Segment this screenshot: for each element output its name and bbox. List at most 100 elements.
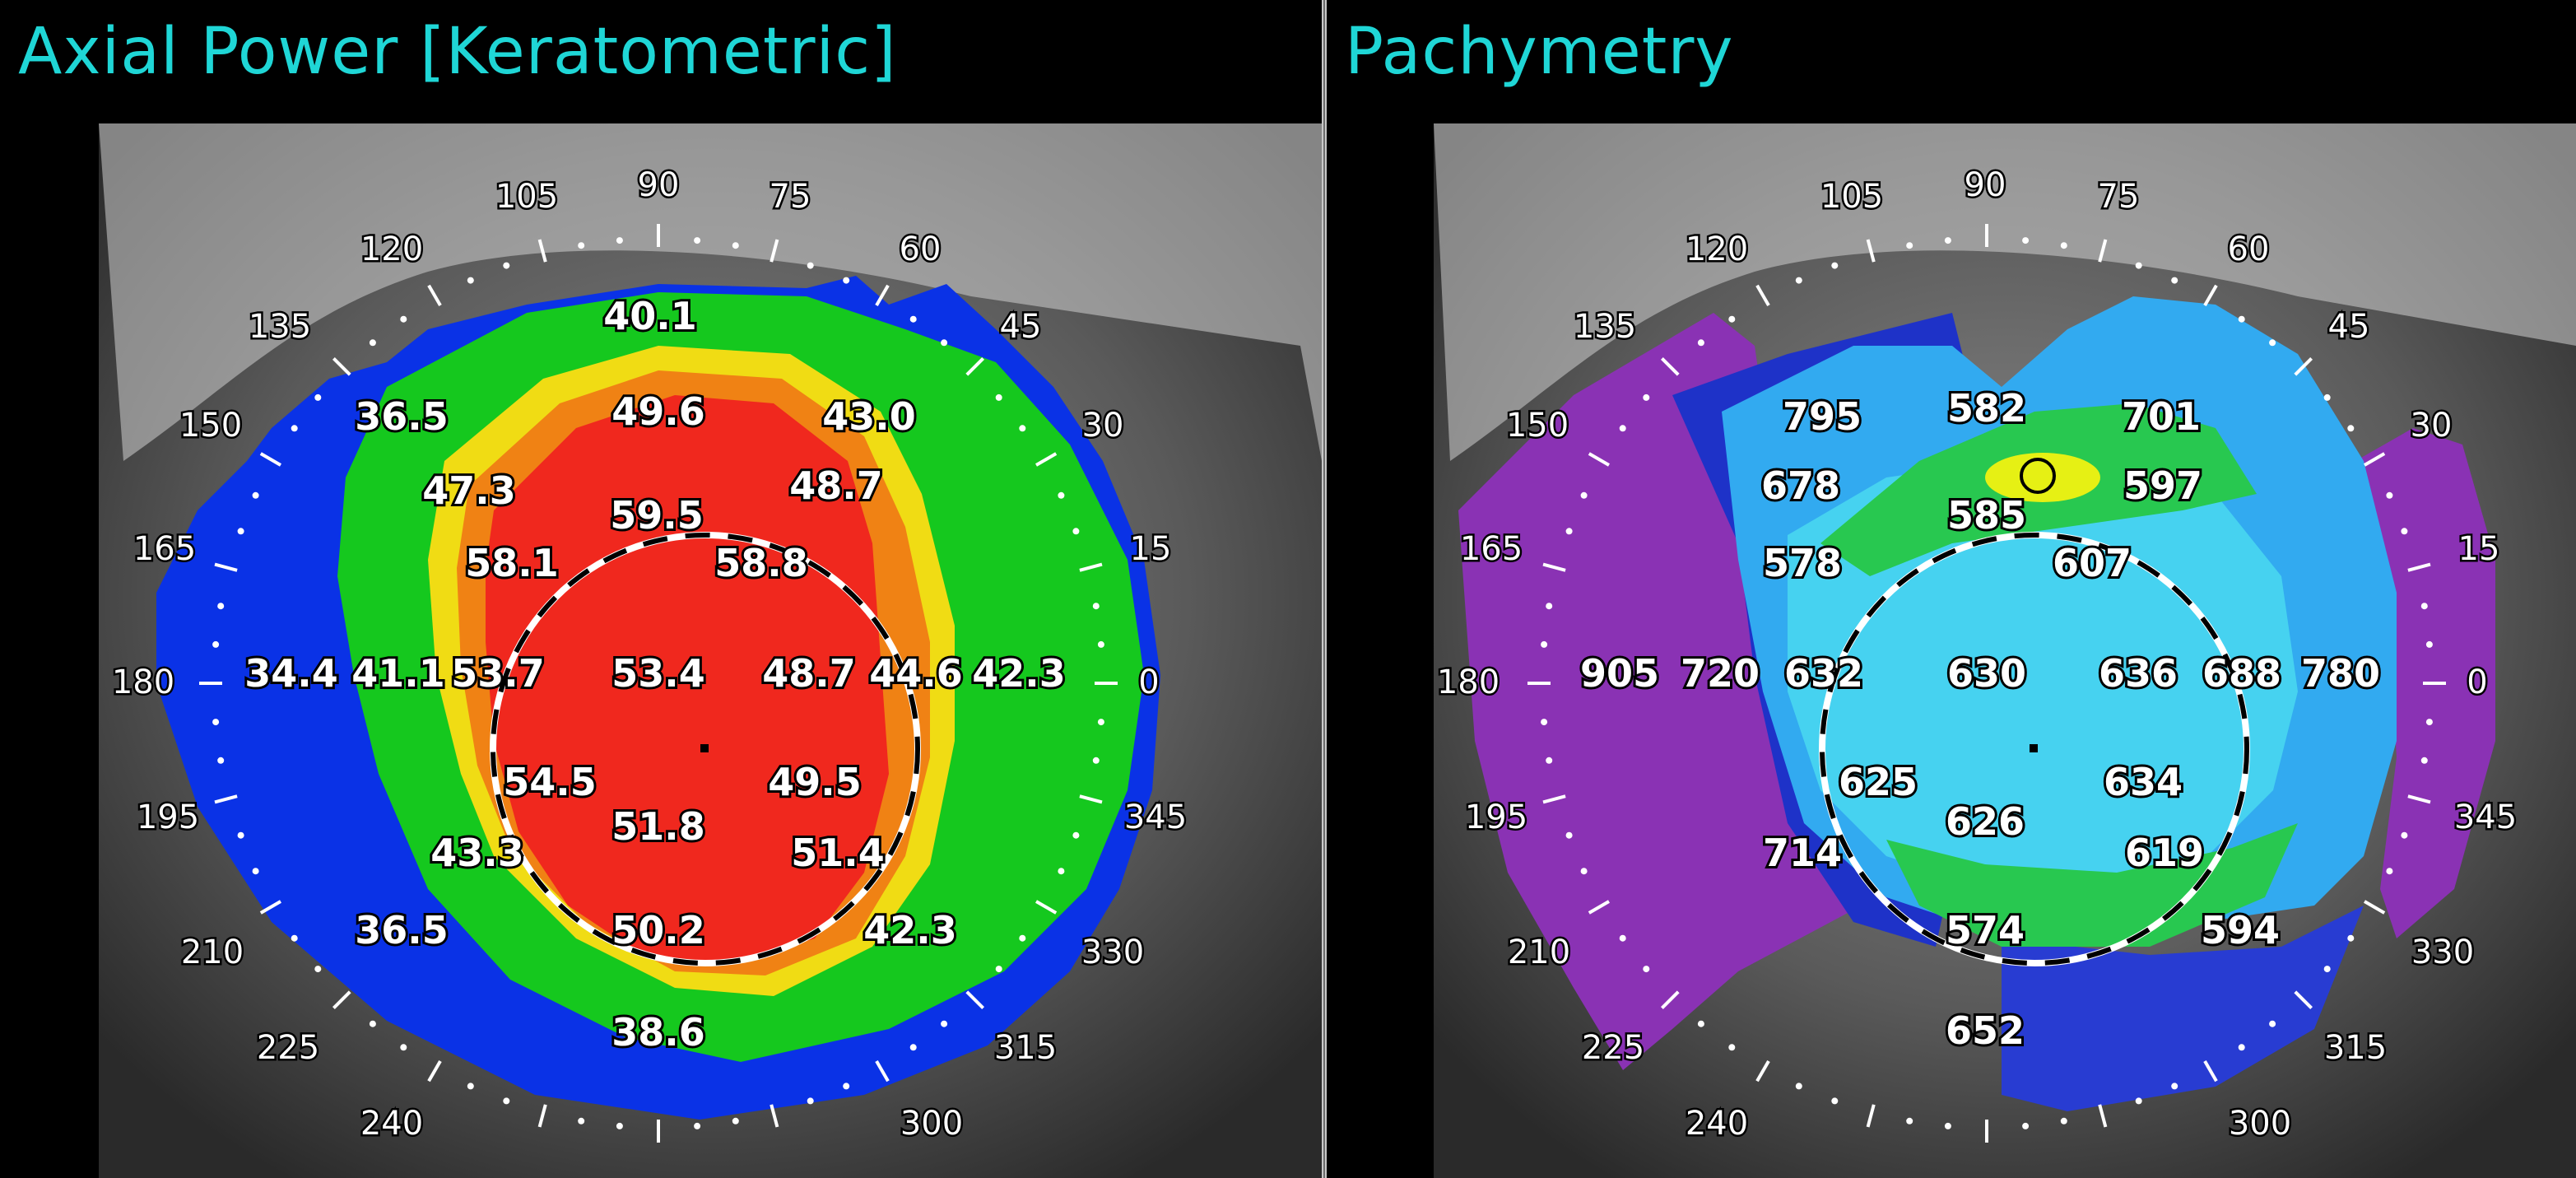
pachymetry-map[interactable]: 105 90 75 120 60 135 45 150 30 165 15 180 0 195 345 210… [1327,0,2576,1178]
ring-tick [1546,603,1553,610]
ring-major-tick [2363,900,2386,915]
ring-tick [314,393,322,401]
map-value: 630 [1947,651,2026,696]
ring-tick [2323,966,2331,973]
angle-label-315: 315 [2324,1029,2387,1067]
ring-tick [291,934,298,942]
ring-tick [369,339,376,347]
map-value: 47.3 [422,468,516,513]
ring-tick [1541,719,1548,726]
ring-major-tick [875,1059,890,1083]
ring-major-tick [537,1104,547,1128]
ring-major-tick [875,284,890,307]
angle-label-105: 105 [1820,178,1883,216]
pupil-outline-dashed [491,533,920,966]
ring-tick [1565,528,1573,535]
angle-label-210: 210 [1508,934,1570,971]
ring-tick [1072,528,1080,535]
pupil-outline-dashed [1820,533,2249,966]
ring-tick [694,1122,701,1129]
map-value: 714 [1763,831,1842,875]
ring-tick [1831,1097,1839,1105]
ring-tick [217,757,225,764]
ring-tick [1541,640,1548,648]
ring-tick [217,603,225,610]
ring-tick [212,719,220,726]
angle-label-165: 165 [133,530,196,568]
map-value: 50.2 [611,908,705,952]
ring-tick [1795,1083,1802,1090]
ring-major-tick [332,990,351,1010]
angle-label-135: 135 [249,308,311,346]
ring-major-tick [1755,1059,1770,1083]
map-value: 780 [2301,651,2380,696]
angle-label-135: 135 [1574,308,1636,346]
pachy-yellow-spot [1985,453,2100,502]
map-value: 678 [1761,463,1840,508]
ring-tick [2401,528,2408,535]
angle-label-60: 60 [900,230,942,268]
ring-major-tick [2098,1104,2108,1128]
ring-major-tick [2407,794,2431,804]
ring-tick [2420,603,2428,610]
map-value: 619 [2125,831,2204,875]
angle-label-150: 150 [1506,407,1569,445]
ring-major-tick [2407,562,2431,572]
ring-major-tick [2363,452,2386,467]
ring-major-tick [1542,562,1566,572]
angle-label-45: 45 [1000,308,1042,346]
map-value: 43.3 [430,831,524,875]
axial-power-map[interactable]: 105 90 75 120 60 135 45 150 30 165 15 180 0 195 345 210… [0,0,1322,1178]
ring-tick [237,528,244,535]
map-value: 701 [2122,394,2201,439]
angle-label-45: 45 [2328,308,2370,346]
map-value: 53.7 [451,651,545,696]
ring-major-tick [1866,1104,1876,1128]
ring-tick [2238,1044,2245,1051]
map-value: 688 [2202,651,2281,696]
center-dot [700,744,709,752]
map-value: 597 [2123,463,2202,508]
ring-tick [2347,425,2355,432]
ring-major-tick [1588,900,1611,915]
angle-label-195: 195 [1465,799,1527,836]
map-value: 626 [1946,799,2025,844]
ring-major-tick [427,284,442,307]
angle-label-90: 90 [638,166,680,204]
pachymetry-panel: Pachymetry [1327,0,2576,1178]
map-value: 59.5 [610,493,704,538]
angle-label-30: 30 [1082,407,1124,445]
ring-major-tick [2203,284,2218,307]
ring-tick [2135,1097,2142,1105]
ring-tick [400,1044,407,1051]
ring-major-tick [1660,356,1680,376]
ring-tick [2347,934,2355,942]
ring-tick [291,425,298,432]
ring-tick [1580,491,1588,499]
map-value: 585 [1947,493,2026,538]
ring-major-tick [214,562,238,572]
map-value: 44.6 [869,651,963,696]
ring-tick [732,242,739,249]
ring-tick [252,491,259,499]
angle-label-105: 105 [495,178,558,216]
ring-tick [1795,277,1802,284]
ring-tick [909,1044,917,1051]
ring-tick [2060,242,2067,249]
ring-tick [616,237,623,244]
map-value: 49.6 [611,389,705,434]
map-value: 905 [1580,651,1659,696]
ring-tick [2386,491,2393,499]
ring-major-tick [2098,239,2108,263]
ring-major-tick [2294,356,2313,376]
ring-tick [2171,1083,2178,1090]
angle-label-345: 345 [1124,799,1187,836]
map-value: 36.5 [355,908,449,952]
ring-tick [467,1083,474,1090]
axial-power-panel: Axial Power [Keratometric] [0,0,1322,1178]
ring-tick [578,1117,585,1124]
ring-tick [1697,339,1704,347]
ring-tick [1831,262,1839,269]
angle-label-225: 225 [257,1029,319,1067]
map-value: 41.1 [351,651,445,696]
